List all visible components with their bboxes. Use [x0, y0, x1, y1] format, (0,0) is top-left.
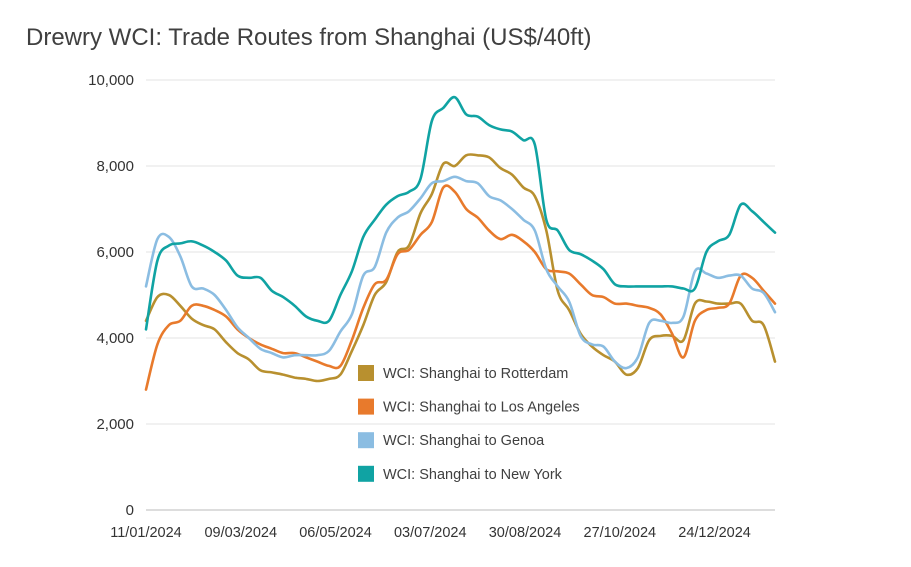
- y-tick-label: 4,000: [96, 330, 134, 347]
- x-tick-label: 11/01/2024: [110, 525, 182, 541]
- x-tick-label: 09/03/2024: [204, 525, 277, 541]
- legend-label: WCI: Shanghai to Genoa: [383, 433, 545, 449]
- legend-label: WCI: Shanghai to Rotterdam: [383, 366, 568, 382]
- x-tick-label: 24/12/2024: [678, 525, 751, 541]
- series-line-wci-shanghai-to-genoa: [144, 175, 777, 370]
- y-tick-label: 8,000: [96, 158, 134, 175]
- x-axis: 11/01/2024 09/03/2024 06/05/2024 03/07/2024…: [110, 525, 751, 541]
- y-axis: 0 2,000 4,000 6,000 8,000 10,000: [88, 72, 134, 519]
- x-tick-label: 30/08/2024: [489, 525, 562, 541]
- series-line-wci-shanghai-to-new-york: [144, 95, 777, 331]
- y-tick-label: 2,000: [96, 416, 134, 433]
- y-tick-label: 0: [126, 502, 134, 519]
- x-tick-label: 03/07/2024: [394, 525, 467, 541]
- legend: WCI: Shanghai to Rotterdam WCI: Shanghai …: [358, 365, 580, 483]
- legend-swatch: [358, 465, 374, 482]
- legend-label: WCI: Shanghai to New York: [383, 467, 563, 483]
- y-tick-label: 10,000: [88, 72, 134, 89]
- legend-swatch: [358, 398, 374, 415]
- legend-swatch: [358, 365, 374, 381]
- y-tick-label: 6,000: [96, 244, 134, 261]
- legend-label: WCI: Shanghai to Los Angeles: [383, 400, 580, 416]
- legend-swatch: [358, 432, 374, 449]
- x-tick-label: 27/10/2024: [584, 525, 657, 541]
- series-lines: [144, 95, 777, 391]
- series-line-wci-shanghai-to-rotterdam: [144, 153, 777, 383]
- chart-title: Drewry WCI: Trade Routes from Shanghai (…: [26, 24, 592, 51]
- x-tick-label: 06/05/2024: [299, 525, 372, 541]
